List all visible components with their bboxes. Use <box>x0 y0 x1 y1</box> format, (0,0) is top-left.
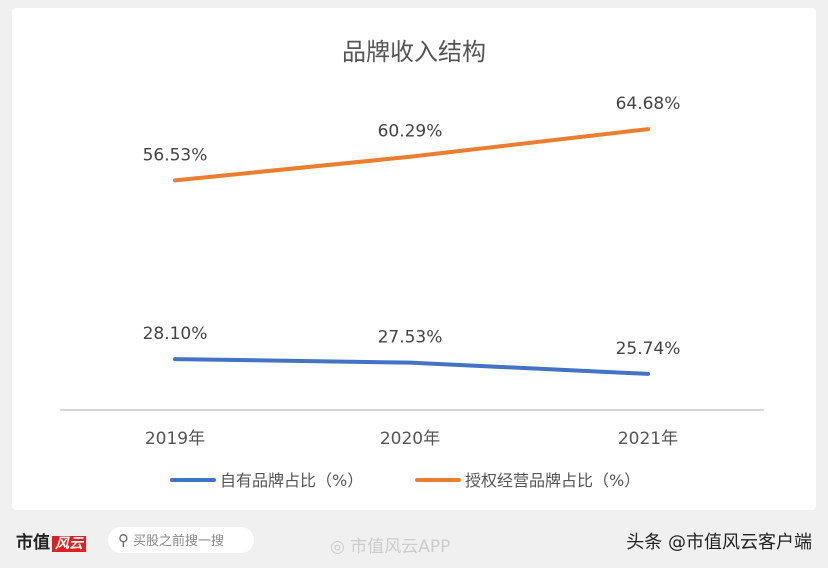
line-chart: 品牌收入结构 2019年 2020年 2021年 28.10% 27.53% 25.74%… <box>60 38 764 490</box>
chart-card: 品牌收入结构 2019年 2020年 2021年 28.10% 27.53% 25.74%… <box>12 8 816 510</box>
legend-label-0: 自有品牌占比（%） <box>220 471 363 490</box>
data-label: 25.74% <box>616 339 681 359</box>
data-label: 56.53% <box>143 145 208 165</box>
watermark: ◎ 市值风云APP <box>330 537 451 557</box>
search-icon: ⚲ <box>118 531 129 549</box>
x-tick-label: 2019年 <box>145 429 205 449</box>
legend-label-1: 授权经营品牌占比（%） <box>465 471 640 490</box>
footer-bar: 市值 风云 ⚲ 买股之前搜一搜 ◎ 市值风云APP 头条 @市值风云客户端 <box>0 510 828 568</box>
series-line-1 <box>173 127 650 183</box>
data-label: 27.53% <box>378 328 443 348</box>
credit-text: 头条 @市值风云客户端 <box>626 532 812 553</box>
search-box[interactable]: ⚲ 买股之前搜一搜 <box>108 527 254 553</box>
search-placeholder: 买股之前搜一搜 <box>133 534 225 549</box>
series-line-0 <box>173 357 650 376</box>
chart-title: 品牌收入结构 <box>342 38 486 66</box>
data-label: 28.10% <box>143 324 208 344</box>
brand-logo: 市值 风云 <box>16 528 86 553</box>
data-label: 60.29% <box>378 122 443 142</box>
x-tick-label: 2020年 <box>380 429 440 449</box>
data-label: 64.68% <box>616 94 681 114</box>
x-tick-label: 2021年 <box>618 429 678 449</box>
weibo-icon: ◎ <box>330 537 345 557</box>
